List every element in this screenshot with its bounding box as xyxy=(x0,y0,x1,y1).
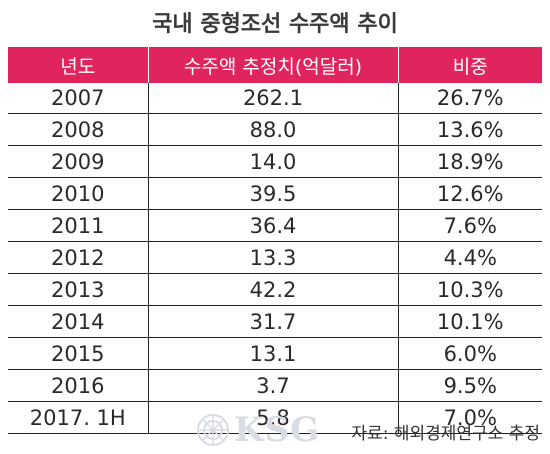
cell-share: 10.3% xyxy=(398,273,542,306)
footer: KSG 자료: 해외경제연구소 추정 xyxy=(0,408,550,454)
cell-share: 9.5% xyxy=(398,369,542,402)
cell-order-amount: 14.0 xyxy=(148,145,399,178)
table-row: 2014 31.7 10.1% xyxy=(8,305,542,338)
table-row: 2009 14.0 18.9% xyxy=(8,145,542,178)
cell-share: 6.0% xyxy=(398,337,542,370)
watermark-text: KSG xyxy=(234,410,321,450)
cell-order-amount: 13.3 xyxy=(148,241,399,274)
cell-order-amount: 13.1 xyxy=(148,337,399,370)
cell-year: 2016 xyxy=(8,369,149,402)
column-header-year: 년도 xyxy=(8,47,149,83)
column-header-order-amount: 수주액 추정치(억달러) xyxy=(147,47,399,83)
column-header-share: 비중 xyxy=(397,47,542,83)
cell-share: 12.6% xyxy=(398,177,542,210)
table-row: 2012 13.3 4.4% xyxy=(8,241,542,274)
cell-order-amount: 88.0 xyxy=(148,113,399,146)
cell-year: 2015 xyxy=(8,337,149,370)
cell-share: 7.6% xyxy=(398,209,542,242)
table-row: 2007 262.1 26.7% xyxy=(8,83,542,114)
table-row: 2015 13.1 6.0% xyxy=(8,337,542,370)
cell-year: 2007 xyxy=(8,83,149,114)
cell-year: 2011 xyxy=(8,209,149,242)
table-row: 2017. 1H 5.8 7.0% xyxy=(8,401,542,434)
table-row: 2011 36.4 7.6% xyxy=(8,209,542,242)
table-row: 2013 42.2 10.3% xyxy=(8,273,542,306)
cell-order-amount: 262.1 xyxy=(148,83,399,114)
watermark: KSG xyxy=(196,410,320,450)
source-note: 자료: 해외경제연구소 추정 xyxy=(351,424,540,444)
cell-share: 26.7% xyxy=(398,83,542,114)
table-row: 2008 88.0 13.6% xyxy=(8,113,542,146)
cell-share: 4.4% xyxy=(398,241,542,274)
cell-order-amount: 42.2 xyxy=(148,273,399,306)
cell-year: 2009 xyxy=(8,145,149,178)
ship-wheel-seal-icon xyxy=(197,414,229,446)
cell-year: 2014 xyxy=(8,305,149,338)
cell-order-amount: 5.8 xyxy=(148,401,399,434)
cell-year: 2010 xyxy=(8,177,149,210)
cell-year: 2008 xyxy=(8,113,149,146)
table-header-row: 년도 수주액 추정치(억달러) 비중 xyxy=(8,47,542,83)
cell-share: 7.0% xyxy=(398,401,542,434)
cell-share: 18.9% xyxy=(398,145,542,178)
page-title: 국내 중형조선 수주액 추이 xyxy=(152,12,398,37)
cell-share: 10.1% xyxy=(398,305,542,338)
cell-year: 2013 xyxy=(8,273,149,306)
cell-year: 2017. 1H xyxy=(8,401,149,434)
cell-year: 2012 xyxy=(8,241,149,274)
order-trend-table: 년도 수주액 추정치(억달러) 비중 2007 262.1 26.7% 2008… xyxy=(8,47,542,434)
table-row: 2010 39.5 12.6% xyxy=(8,177,542,210)
cell-share: 13.6% xyxy=(398,113,542,146)
cell-order-amount: 39.5 xyxy=(148,177,399,210)
cell-order-amount: 31.7 xyxy=(148,305,399,338)
cell-order-amount: 36.4 xyxy=(148,209,399,242)
table-row: 2016 3.7 9.5% xyxy=(8,369,542,402)
cell-order-amount: 3.7 xyxy=(148,369,399,402)
